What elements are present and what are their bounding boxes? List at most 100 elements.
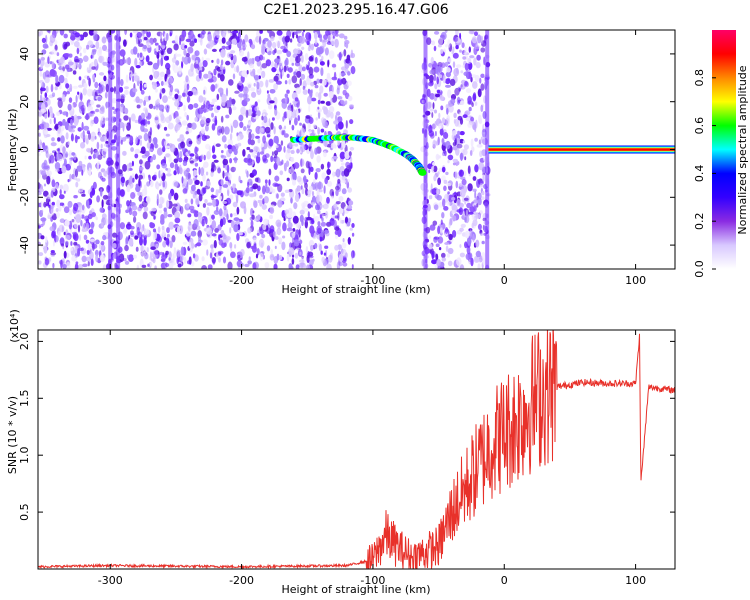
noise-blob [43,165,50,170]
noise-blob [451,49,454,55]
noise-blob [447,260,453,267]
noise-blob [310,202,316,206]
x-tick-label: 100 [625,274,646,287]
noise-blob [139,159,143,165]
noise-blob [220,229,225,237]
noise-blob [88,102,91,108]
noise-blob [105,117,109,121]
noise-blob [314,147,318,155]
noise-blob [140,234,146,238]
noise-blob [273,75,279,82]
noise-blob [174,35,179,44]
noise-blob [455,64,462,68]
noise-blob [163,236,167,241]
noise-blob [261,47,266,55]
noise-blob [298,259,305,263]
noise-blob [338,72,342,80]
noise-blob [103,148,109,152]
noise-blob [56,52,60,57]
noise-blob [462,56,467,60]
noise-blob [211,145,216,154]
noise-blob [102,264,107,269]
noise-blob [86,249,90,255]
noise-blob [480,73,485,79]
noise-blob [63,33,68,39]
noise-blob [141,154,148,159]
noise-blob [98,46,102,54]
noise-blob [250,133,255,140]
noise-blob [125,57,132,65]
noise-blob [279,170,284,176]
noise-blob [41,209,44,214]
noise-blob [332,35,335,39]
noise-blob [163,209,168,219]
noise-blob [233,212,238,216]
noise-blob [480,232,483,236]
noise-blob [154,143,158,149]
noise-blob [181,60,184,69]
noise-blob [84,155,87,160]
noise-blob [483,56,486,66]
noise-blob [232,106,237,111]
noise-blob [437,155,441,159]
noise-blob [232,183,236,188]
noise-blob [276,30,283,36]
noise-blob [243,92,248,101]
noise-blob [255,155,261,164]
noise-blob [160,80,164,86]
noise-blob [86,44,90,50]
noise-blob [252,169,257,177]
noise-blob [281,37,284,42]
noise-blob [154,230,157,240]
noise-blob [73,233,79,242]
noise-blob [325,249,328,258]
noise-blob [438,123,444,130]
noise-blob [446,201,451,206]
noise-blob [260,242,264,249]
noise-blob [91,212,96,218]
noise-blob [256,248,260,256]
noise-blob [250,207,254,217]
noise-blob [314,172,318,180]
noise-blob [70,118,73,126]
noise-blob [73,85,78,89]
noise-blob [148,135,152,144]
noise-blob [292,144,295,151]
noise-blob [459,188,466,198]
noise-blob [474,45,480,50]
noise-blob [236,206,240,215]
noise-blob [349,104,354,108]
noise-blob [269,214,273,220]
noise-blob [93,149,99,159]
noise-blob [123,59,127,64]
noise-blob [46,170,52,177]
noise-blob [433,45,437,52]
noise-blob [331,85,334,93]
noise-blob [350,156,353,163]
noise-blob [433,204,439,211]
noise-blob [313,66,320,73]
noise-blob [298,64,303,73]
noise-blob [328,50,335,59]
noise-blob [91,50,95,59]
noise-blob [103,75,107,82]
noise-blob [262,56,265,61]
noise-blob [477,263,481,269]
noise-blob [134,235,139,240]
noise-blob [60,259,63,269]
noise-blob [254,55,261,62]
noise-blob [476,179,481,188]
noise-blob [464,156,467,161]
noise-blob [273,162,278,170]
noise-blob [245,109,249,119]
noise-blob [256,232,260,236]
noise-blob [177,90,180,94]
noise-blob [254,74,260,81]
noise-blob [454,119,460,127]
noise-blob [225,114,230,119]
noise-blob [220,155,227,159]
noise-blob [203,89,206,95]
noise-blob [158,210,163,214]
noise-blob [319,61,325,66]
noise-blob [173,192,179,201]
